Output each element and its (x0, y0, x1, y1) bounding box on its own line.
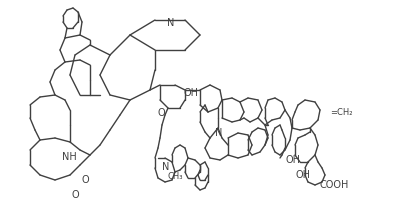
Text: O: O (82, 175, 89, 185)
Text: O: O (72, 190, 79, 199)
Text: NH: NH (62, 152, 77, 162)
Text: N: N (166, 18, 174, 28)
Text: OH: OH (294, 170, 309, 180)
Text: O: O (158, 108, 165, 118)
Text: OH: OH (184, 88, 198, 98)
Text: OH: OH (284, 155, 299, 165)
Text: COOH: COOH (319, 180, 348, 190)
Text: =CH₂: =CH₂ (329, 108, 352, 117)
Text: N: N (215, 128, 222, 138)
Text: CH₃: CH₃ (168, 172, 183, 181)
Text: N: N (162, 162, 169, 172)
